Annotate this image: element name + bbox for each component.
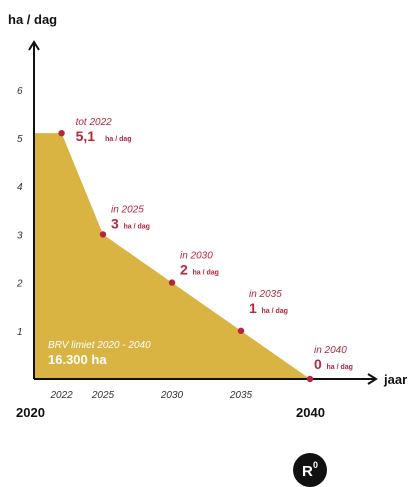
logo-letter: R (302, 463, 313, 480)
inside-label-value: 16.300 ha (48, 352, 107, 367)
annotation-prefix: in 2040 (314, 345, 347, 356)
y-tick-label: 2 (16, 279, 23, 290)
logo-superscript: 0 (313, 460, 318, 470)
area-series (34, 133, 310, 379)
y-tick-label: 5 (17, 134, 23, 145)
inside-label-title: BRV limiet 2020 - 2040 (48, 340, 151, 351)
logo-circle (293, 453, 327, 487)
data-point (58, 129, 65, 137)
x-end-year-label: 2040 (296, 405, 325, 420)
y-axis-label: ha / dag (8, 12, 57, 27)
annotation-value: 5,1 (76, 128, 96, 144)
data-point (99, 231, 107, 238)
data-point (168, 279, 176, 286)
y-axis-arrow (28, 40, 40, 51)
annotation-value: 0 (314, 356, 322, 372)
annotation-unit: ha / dag (124, 223, 150, 230)
axis-layer (28, 40, 378, 385)
area-layer (34, 133, 310, 379)
y-tick-label: 3 (17, 230, 23, 241)
annotation-value: 1 (249, 300, 257, 316)
x-tick-label: 2035 (229, 390, 253, 401)
x-tick-label: 2030 (160, 390, 184, 401)
annotation-prefix: in 2025 (111, 204, 144, 215)
annotation-unit: ha / dag (105, 136, 131, 143)
annotation-prefix: in 2035 (249, 289, 282, 300)
x-start-year-label: 2020 (16, 405, 45, 420)
annotation-unit: ha / dag (193, 270, 219, 277)
annotation-prefix: in 2030 (180, 251, 213, 262)
x-axis-arrow (367, 373, 378, 385)
annotation-unit: ha / dag (327, 364, 353, 371)
y-tick-label: 6 (17, 86, 23, 97)
x-tick-label: 2022 (49, 390, 73, 401)
y-tick-label: 1 (17, 327, 23, 338)
annotation-value: 2 (180, 262, 188, 278)
annotation-unit: ha / dag (262, 308, 288, 315)
annotation-value: 3 (111, 215, 119, 231)
y-tick-label: 4 (17, 182, 23, 193)
data-point (306, 375, 314, 383)
brand-logo: R 0 (293, 453, 327, 487)
tick-layer: 1 2 3 4 5 6 2022 2025 2030 2035 (16, 86, 253, 401)
data-point (237, 327, 245, 334)
annotation-prefix: tot 2022 (76, 117, 113, 128)
x-tick-label: 2025 (91, 390, 115, 401)
x-axis-label: jaar (383, 372, 407, 387)
